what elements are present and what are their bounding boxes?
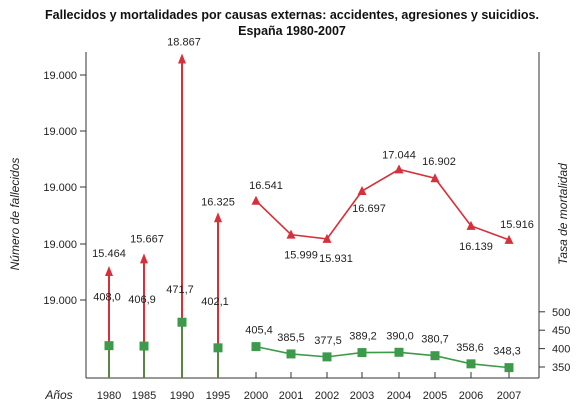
x-tick-label: 2004 bbox=[387, 390, 411, 402]
rate-data-label: 390,0 bbox=[386, 330, 414, 342]
rate-data-label: 377,5 bbox=[314, 335, 342, 347]
deaths-point bbox=[322, 233, 332, 243]
x-tick-label: 2003 bbox=[350, 390, 374, 402]
deaths-data-label: 18.867 bbox=[167, 37, 201, 49]
deaths-data-label: 16.325 bbox=[201, 196, 235, 208]
rate-point bbox=[322, 352, 332, 362]
right-tick-label: 350 bbox=[552, 362, 570, 374]
rate-point bbox=[213, 343, 223, 353]
rate-data-label: 348,3 bbox=[493, 346, 521, 358]
axes bbox=[85, 52, 540, 379]
deaths-arrow-head bbox=[214, 212, 222, 223]
deaths-data-label: 15.464 bbox=[92, 248, 126, 260]
right-tick-label: 500 bbox=[552, 307, 570, 319]
rate-point bbox=[357, 348, 367, 358]
right-axis-label: Tasa de mortalidad bbox=[556, 163, 570, 265]
chart-title: Fallecidos y mortalidades por causas ext… bbox=[45, 8, 539, 22]
rate-point bbox=[504, 363, 514, 373]
left-tick-label: 19.000 bbox=[43, 70, 77, 82]
rate-point bbox=[430, 351, 440, 361]
deaths-line bbox=[255, 168, 510, 241]
left-tick-label: 19.000 bbox=[43, 182, 77, 194]
x-tick-label: 2006 bbox=[459, 390, 483, 402]
rate-data-label: 402,1 bbox=[201, 296, 229, 308]
rate-data-label: 358,6 bbox=[456, 342, 484, 354]
deaths-data-label: 16.902 bbox=[422, 156, 456, 168]
deaths-data-label: 15.916 bbox=[500, 219, 534, 231]
deaths-arrow-head bbox=[178, 53, 186, 64]
deaths-data-label: 16.139 bbox=[459, 241, 493, 253]
x-tick-label: 1995 bbox=[206, 390, 230, 402]
chart-subtitle: España 1980-2007 bbox=[238, 24, 346, 38]
rate-point bbox=[251, 342, 261, 352]
rate-data-label: 406,9 bbox=[128, 294, 156, 306]
x-tick-label: 2000 bbox=[244, 390, 268, 402]
right-tick-label: 450 bbox=[552, 325, 570, 337]
right-tick-label: 400 bbox=[552, 344, 570, 356]
rate-point bbox=[177, 317, 187, 327]
rate-point bbox=[394, 347, 404, 357]
x-tick-label: 1980 bbox=[97, 390, 121, 402]
deaths-arrow-head bbox=[140, 253, 148, 264]
x-tick-label: 2002 bbox=[315, 390, 339, 402]
rate-data-label: 385,5 bbox=[277, 332, 305, 344]
left-tick-label: 19.000 bbox=[43, 295, 77, 307]
rate-data-label: 405,4 bbox=[245, 325, 273, 337]
x-tick-label: 2005 bbox=[423, 390, 447, 402]
x-tick-label: 1990 bbox=[170, 390, 194, 402]
rate-data-label: 380,7 bbox=[421, 334, 449, 346]
rate-point bbox=[139, 341, 149, 351]
deaths-data-label: 16.697 bbox=[352, 203, 386, 215]
rate-line bbox=[255, 345, 510, 369]
deaths-point bbox=[430, 173, 440, 183]
deaths-data-label: 15.931 bbox=[319, 253, 353, 265]
rate-point bbox=[286, 349, 296, 359]
x-tick-label: 2001 bbox=[279, 390, 303, 402]
deaths-data-label: 15.667 bbox=[130, 233, 164, 245]
series-rate: 408,0 406,9 471,7 402,1 405,4 385,5 377,5 389,2… bbox=[93, 284, 521, 378]
x-tick-label: 2007 bbox=[497, 390, 521, 402]
rate-point bbox=[104, 341, 114, 351]
left-ticks: 19.000 19.000 19.000 19.000 19.000 bbox=[43, 70, 86, 307]
left-tick-label: 19.000 bbox=[43, 239, 77, 251]
rate-data-label: 389,2 bbox=[349, 331, 377, 343]
rate-point bbox=[466, 359, 476, 369]
deaths-data-label: 16.541 bbox=[249, 180, 283, 192]
left-tick-label: 19.000 bbox=[43, 126, 77, 138]
deaths-point bbox=[504, 234, 514, 244]
deaths-data-label: 17.044 bbox=[382, 149, 416, 161]
left-axis-label: Número de fallecidos bbox=[8, 158, 22, 271]
rate-data-label: 408,0 bbox=[93, 292, 121, 304]
x-tick-label: 1985 bbox=[132, 390, 156, 402]
deaths-point bbox=[394, 164, 404, 174]
deaths-point bbox=[357, 186, 367, 196]
deaths-point bbox=[466, 220, 476, 230]
deaths-point bbox=[286, 229, 296, 239]
x-axis-label: Años bbox=[44, 388, 72, 402]
deaths-arrow-head bbox=[105, 266, 113, 277]
deaths-point bbox=[251, 195, 261, 205]
right-ticks: 500 450 400 350 bbox=[539, 307, 570, 374]
x-ticks: 1980 1985 1990 1995 2000 2001 2002 2003 2004 2005… bbox=[97, 372, 521, 402]
rate-data-label: 471,7 bbox=[166, 284, 194, 296]
deaths-data-label: 15.999 bbox=[284, 250, 318, 262]
